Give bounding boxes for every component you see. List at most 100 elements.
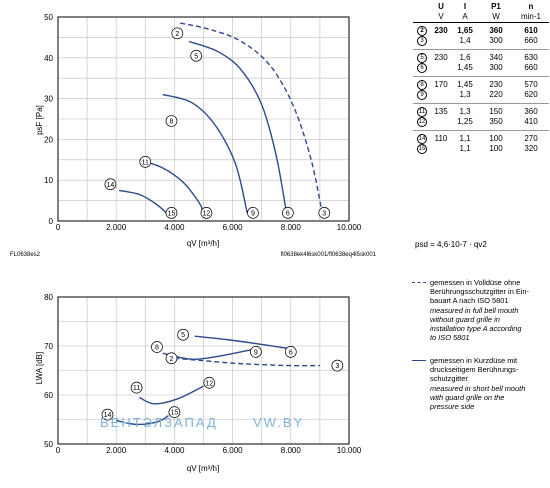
series-marker-12: [200, 206, 213, 219]
curve-marker: 5: [413, 53, 431, 63]
series-line-2: [180, 22, 323, 209]
legend-text: schutzgitter: [430, 374, 468, 384]
series-label-14: 14: [106, 182, 114, 189]
cell-i: 1,6: [459, 53, 471, 62]
series-label-6: 6: [286, 210, 290, 217]
series-label-3: 3: [322, 210, 326, 217]
series-marker-15: [165, 206, 178, 219]
cell-n: 270: [524, 134, 538, 143]
x-tick-label: 4.000: [164, 223, 185, 232]
legend-text: pressure side: [430, 402, 475, 412]
operating-data-table: U I P1 n V A W min-1 2 230 1,65 360 610 3 1,4 3…: [413, 2, 549, 157]
series-label-8: 8: [155, 344, 159, 351]
series-line-11: [139, 159, 205, 214]
table-divider: [413, 103, 549, 104]
table-row: 11 135 1,3 150 360: [413, 107, 549, 117]
curve-number-icon: 6: [417, 63, 427, 73]
sound-y-axis-label: LWA [dB]: [35, 352, 44, 384]
table-group: 2 230 1,65 360 610 3 1,4 300 660: [413, 23, 549, 49]
cell-p: 100: [489, 144, 503, 153]
series-line-2: [174, 357, 320, 367]
pressure-x-axis-label: qV [m³/h]: [187, 239, 219, 248]
series-label-14: 14: [104, 412, 112, 419]
series-label-5: 5: [194, 53, 198, 60]
cell-p: 230: [489, 80, 503, 89]
cell-u: 170: [434, 80, 448, 89]
series-label-11: 11: [133, 385, 140, 392]
series-label-12: 12: [205, 380, 213, 387]
series-label-15: 15: [168, 210, 176, 217]
cell-n: 660: [524, 36, 538, 45]
cell-u: 110: [434, 134, 448, 143]
curve-marker: 8: [413, 80, 431, 90]
table-divider: [413, 49, 549, 50]
legend-dashed-line-icon: [412, 282, 426, 283]
series-marker-9: [247, 206, 259, 219]
curve-marker: 2: [413, 26, 431, 36]
cell-p: 360: [489, 26, 503, 35]
curve-marker: 14: [413, 134, 431, 144]
table-divider: [413, 130, 549, 131]
series-label-11: 11: [142, 159, 149, 166]
table-row: 15 1,1 100 320: [413, 144, 549, 154]
table-row: 3 1,4 300 660: [413, 36, 549, 46]
cell-n: 360: [524, 107, 538, 116]
series-marker-11: [130, 381, 143, 394]
cell-p: 340: [489, 53, 503, 62]
curve-number-icon: 3: [417, 36, 427, 46]
table-group: 8 170 1,45 230 570 9 1,3 220 620: [413, 77, 549, 103]
series-line-5: [194, 335, 288, 350]
chart-code-left: FL0638es2: [10, 252, 41, 258]
y-tick-label: 50: [44, 440, 53, 449]
plot-frame: [57, 16, 350, 222]
cell-u: 230: [434, 53, 448, 62]
series-marker-14: [104, 178, 117, 191]
table-row: 9 1,3 220 620: [413, 90, 549, 100]
curve-number-icon: 9: [417, 90, 427, 100]
cell-i: 1,1: [459, 134, 471, 143]
series-line-11: [139, 385, 204, 405]
series-marker-12: [203, 376, 216, 389]
x-tick-label: 6.000: [223, 223, 244, 232]
series-line-14: [116, 414, 169, 426]
legend-dashed: gemessen in Volldüse ohne Berührungsschut…: [412, 278, 548, 342]
legend-text: druckseitigem Berührungs-: [430, 365, 519, 375]
legend-text: without guard grille in: [430, 314, 500, 324]
cell-p: 220: [489, 90, 503, 99]
cell-p: 100: [489, 134, 503, 143]
pressure-y-axis-label: psF [Pa]: [35, 105, 44, 135]
cell-u: [431, 63, 451, 73]
table-row: 5 230 1,6 340 630: [413, 53, 549, 63]
cell-i: 1,3: [459, 107, 471, 116]
cell-i: 1,25: [457, 117, 473, 126]
table-row: 12 1,25 350 410: [413, 117, 549, 127]
table-group: 14 110 1,1 100 270 15 1,1 100 320: [413, 131, 549, 157]
series-marker-8: [165, 115, 178, 127]
curve-marker: 9: [413, 90, 431, 100]
curve-marker: 15: [413, 144, 431, 154]
legend-text: with guard grille on the: [430, 392, 505, 402]
series-marker-2: [165, 352, 178, 365]
y-tick-label: 80: [44, 293, 53, 302]
header-u: U: [438, 2, 444, 11]
series-label-9: 9: [251, 210, 255, 217]
unit-u: V: [438, 12, 444, 21]
legend-text: gemessen in Kurzdüse mit: [430, 356, 518, 365]
series-marker-15: [168, 406, 181, 418]
table-row: 14 110 1,1 100 270: [413, 134, 549, 144]
series-marker-6: [282, 206, 294, 219]
cell-n: 610: [524, 26, 538, 35]
cell-i: 1,45: [457, 80, 473, 89]
curve-number-icon: 5: [417, 53, 427, 63]
x-tick-label: 2.000: [106, 446, 127, 455]
plot-frame: [57, 296, 350, 445]
cell-u: 230: [434, 26, 448, 35]
sound-x-axis-label: qV [m³/h]: [187, 464, 219, 473]
legend-text: Berührungsschutzgitter in Ein-: [430, 287, 530, 297]
table-row: 2 230 1,65 360 610: [413, 26, 549, 36]
cell-i: 1,45: [457, 63, 473, 72]
x-tick-label: 0: [56, 446, 61, 455]
pressure-chart: 0 2.000 4.000 6.000 8.000 10.000 0 10 20 30 40 50 2…: [35, 13, 362, 248]
curve-number-icon: 2: [417, 26, 427, 36]
